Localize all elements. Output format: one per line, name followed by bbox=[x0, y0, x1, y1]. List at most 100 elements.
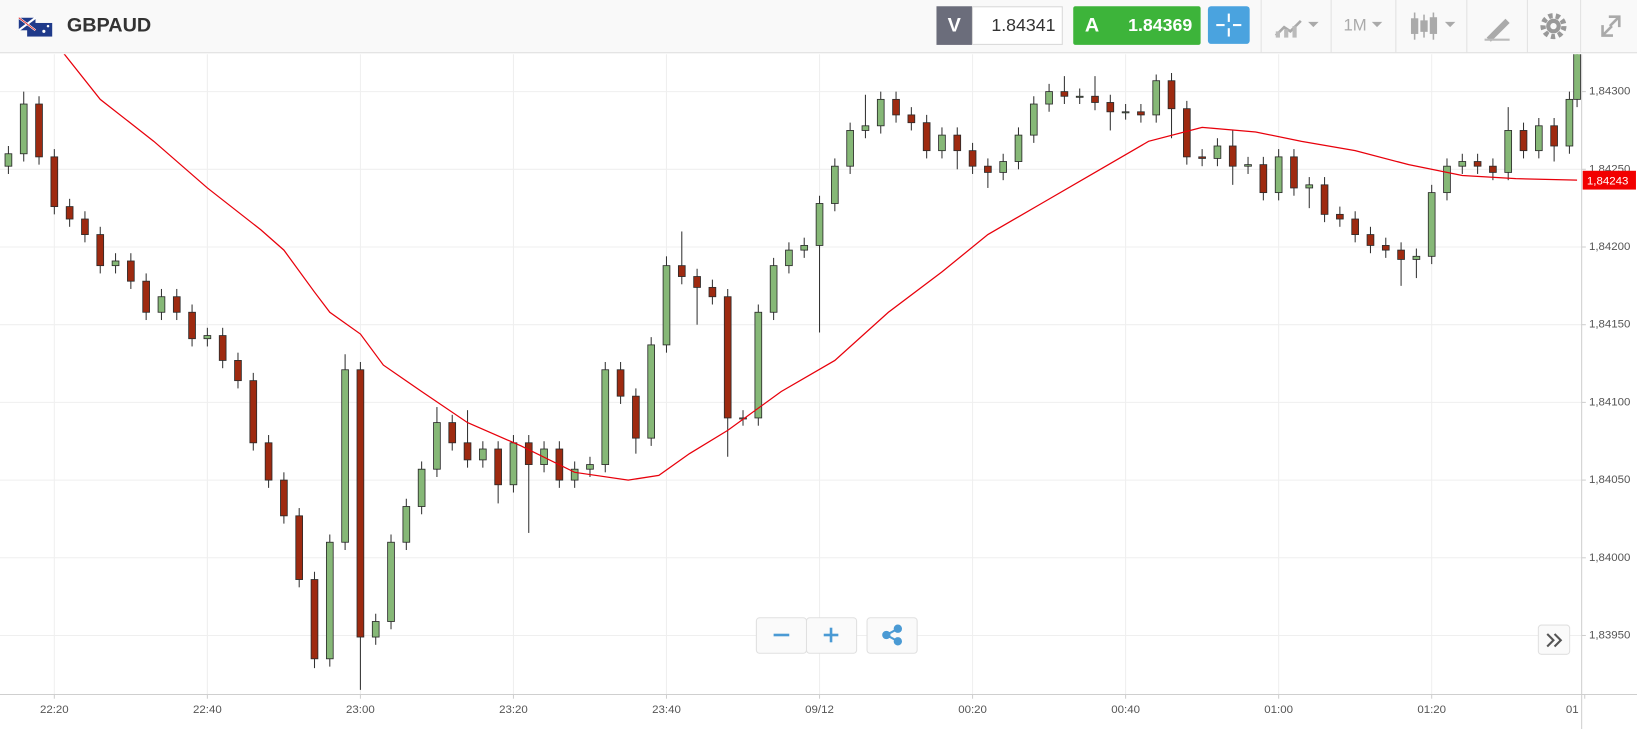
plus-icon bbox=[823, 627, 839, 643]
candle-body bbox=[922, 122, 931, 152]
x-tick-label: 09/12 bbox=[805, 704, 834, 716]
candle-body bbox=[4, 153, 13, 167]
y-tick-label: 1,84000 bbox=[1589, 552, 1630, 564]
candle-body bbox=[1106, 102, 1115, 113]
toolbar-bg bbox=[0, 0, 1637, 53]
candle-body bbox=[892, 98, 900, 116]
crosshair-button[interactable] bbox=[1207, 6, 1250, 44]
x-tick-label: 00:20 bbox=[958, 704, 987, 716]
candle-body bbox=[1075, 95, 1084, 98]
y-tick-label: 1,84300 bbox=[1589, 86, 1630, 98]
candle-body bbox=[1397, 249, 1405, 260]
fullscreen-button[interactable] bbox=[1601, 15, 1621, 37]
settings-button[interactable] bbox=[1540, 13, 1567, 40]
candle-body bbox=[19, 103, 28, 155]
candle-body bbox=[1336, 213, 1344, 220]
sell-label: V bbox=[948, 14, 962, 36]
candle-body bbox=[938, 134, 946, 152]
candle-body bbox=[448, 422, 457, 444]
candle-body bbox=[1305, 184, 1314, 189]
candle-body bbox=[142, 280, 150, 313]
x-tick-label: 23:00 bbox=[346, 704, 375, 716]
share-icon bbox=[882, 624, 903, 646]
toolbar: GBPAUD V 1.84341 A 1.84369 1M bbox=[0, 0, 1637, 54]
candle-body bbox=[387, 541, 395, 622]
x-tick-label: 23:40 bbox=[652, 704, 681, 716]
candle-body bbox=[1320, 184, 1329, 215]
candle-body bbox=[35, 103, 43, 158]
candle-body bbox=[1259, 164, 1268, 194]
candle-body bbox=[586, 464, 594, 470]
indicators-button[interactable] bbox=[1274, 19, 1319, 38]
candle-body bbox=[188, 311, 196, 340]
candle-body bbox=[509, 442, 518, 486]
candle-body bbox=[815, 203, 824, 246]
x-tick-label: 22:40 bbox=[193, 704, 222, 716]
candle-body bbox=[50, 156, 59, 208]
candle-body bbox=[1137, 111, 1145, 116]
candle-body bbox=[96, 234, 105, 267]
candle-body bbox=[1045, 91, 1053, 105]
zoom-controls bbox=[755, 617, 1571, 655]
candle-body bbox=[1228, 145, 1237, 167]
buy-price: 1.84369 bbox=[1128, 15, 1192, 35]
candle-body bbox=[1550, 125, 1558, 147]
double-chevron-icon bbox=[1546, 633, 1563, 648]
candle-body bbox=[1504, 130, 1513, 173]
candle-body bbox=[846, 130, 854, 167]
flag-icon bbox=[18, 16, 53, 37]
candle-body bbox=[1351, 218, 1359, 235]
candle-body bbox=[494, 448, 502, 486]
candle-body bbox=[999, 161, 1007, 173]
candle-body bbox=[218, 335, 227, 361]
candle-body bbox=[754, 311, 763, 419]
crosshair-icon bbox=[1216, 13, 1242, 37]
candle-body bbox=[601, 369, 610, 465]
candle-body bbox=[127, 260, 135, 282]
candle-body bbox=[1183, 108, 1191, 158]
y-tick-label: 1,84200 bbox=[1589, 241, 1630, 253]
chart-type-button[interactable] bbox=[1410, 12, 1456, 40]
symbol: GBPAUD bbox=[67, 14, 151, 36]
candle-body bbox=[203, 335, 212, 340]
candle-body bbox=[524, 442, 533, 465]
candle-body bbox=[1565, 98, 1574, 147]
candle-body bbox=[723, 296, 732, 419]
x-tick-label: 01:00 bbox=[1264, 704, 1293, 716]
axis-labels: 1,83950 1,84000 1,84050 1,84100 1,84150 1,842… bbox=[40, 26, 1636, 716]
timeframe-button[interactable]: 1M bbox=[1344, 16, 1383, 35]
share-button[interactable] bbox=[866, 617, 918, 654]
candle-body bbox=[402, 506, 411, 543]
candle-body bbox=[662, 265, 671, 346]
moving-average-line bbox=[63, 54, 1578, 481]
candle-body bbox=[234, 360, 242, 382]
toolbar-separators bbox=[1260, 0, 1582, 53]
buy-button[interactable] bbox=[1073, 6, 1201, 45]
candle-body bbox=[1244, 164, 1252, 167]
y-tick-label: 1,84150 bbox=[1589, 319, 1630, 331]
candle-body bbox=[647, 344, 655, 439]
candle-body bbox=[295, 515, 304, 580]
candle-body bbox=[785, 249, 793, 267]
candle-body bbox=[1489, 165, 1497, 173]
candle-body bbox=[907, 114, 916, 124]
candle-body bbox=[280, 479, 288, 517]
candle-body bbox=[968, 150, 977, 167]
sell-button[interactable] bbox=[936, 6, 972, 45]
sell-price-box[interactable] bbox=[971, 6, 1063, 45]
candle-body bbox=[1473, 161, 1482, 167]
candle-body bbox=[1121, 111, 1130, 114]
drawing-tools-button[interactable] bbox=[1484, 18, 1510, 42]
x-tick-label: 23:20 bbox=[499, 704, 528, 716]
candle-body bbox=[984, 165, 992, 173]
candle-body bbox=[632, 395, 640, 439]
timeframe: 1M bbox=[1344, 16, 1367, 35]
buy-label: A bbox=[1085, 14, 1099, 36]
plot-area bbox=[4, 54, 1581, 690]
candle-body bbox=[325, 541, 334, 660]
y-tick-label: 1,83950 bbox=[1589, 630, 1630, 642]
candle-body bbox=[616, 369, 625, 397]
candle-body bbox=[111, 260, 120, 267]
